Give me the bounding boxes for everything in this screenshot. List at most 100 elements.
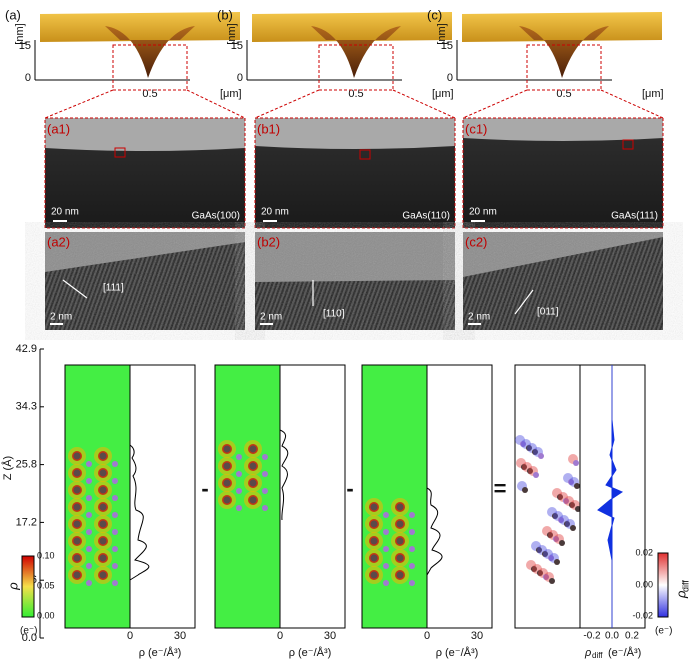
y-tick-label: 15 [441, 40, 453, 52]
atom [396, 520, 404, 528]
atom [549, 578, 555, 584]
atom [531, 566, 537, 572]
x-unit: [μm] [432, 88, 454, 100]
direction-arrow [62, 279, 88, 299]
direction-arrow [514, 289, 534, 315]
atom [409, 546, 415, 552]
panel-label: (b2) [257, 234, 280, 249]
colorbar-tick: 0.05 [37, 580, 55, 590]
density-profile [426, 487, 443, 576]
density-profile [279, 429, 289, 521]
atom [558, 517, 564, 523]
atom [564, 521, 570, 527]
atom [86, 461, 92, 467]
density-panel: 0 30 ρ (e⁻/Å³) [64, 364, 196, 659]
hrtem-noise [255, 232, 455, 330]
tem-coating [45, 118, 245, 151]
x-tick-label: 0.2 [625, 631, 639, 642]
hrtem-noise [463, 232, 663, 330]
atom [409, 580, 415, 586]
atom [86, 529, 92, 535]
x-tick-label: -0.2 [583, 631, 601, 642]
roi-marker [114, 147, 126, 158]
atom [112, 478, 118, 484]
atom [99, 537, 107, 545]
atom [112, 461, 118, 467]
atom [236, 488, 242, 494]
z-tick-label: 17.2 [16, 516, 37, 528]
atom [99, 486, 107, 494]
scale-label: 20 nm [261, 207, 289, 218]
atom [409, 563, 415, 569]
zoom-line [392, 89, 456, 119]
z-axis-label: Z (Å) [1, 456, 14, 480]
atom [223, 445, 231, 453]
tem-frame [44, 117, 246, 229]
atom [536, 547, 542, 553]
roi-marker [359, 149, 371, 160]
colorbar-label: ρ [673, 590, 688, 599]
afm-surface [40, 12, 240, 42]
atom [383, 546, 389, 552]
zoom-box [318, 44, 394, 91]
zoom-line [186, 89, 246, 119]
atom [370, 554, 378, 562]
atom [73, 452, 81, 460]
afm-pit [311, 26, 401, 78]
atom [262, 471, 268, 477]
x-tick-label: 0.0 [605, 631, 619, 642]
material-label: GaAs(110) [402, 211, 450, 222]
y-tick-label: 0 [237, 72, 243, 84]
x-tick-label: 0 [127, 630, 133, 642]
atom [236, 505, 242, 511]
afm-pit [519, 26, 609, 78]
atom [73, 537, 81, 545]
colorbar-unit: (e⁻) [20, 626, 38, 637]
scale-label: 2 nm [468, 312, 490, 323]
colorbar-tick: 0.02 [635, 547, 653, 557]
atom [370, 520, 378, 528]
profile-box [426, 364, 493, 629]
x-unit: [μm] [642, 88, 664, 100]
y-tick-label: 0 [25, 72, 31, 84]
atom [554, 559, 560, 565]
atom [553, 536, 559, 542]
hrtem-noise [45, 232, 245, 330]
atom [99, 469, 107, 477]
panel-label: (c2) [465, 234, 487, 249]
afm-pit [105, 26, 195, 78]
y-axis-label: [nm] [14, 23, 26, 44]
atom [223, 479, 231, 487]
tem-coating [255, 118, 455, 149]
x-tick-label: 0.5 [142, 88, 157, 100]
colorbar-tick: 0.00 [635, 579, 653, 589]
panel-label: (c) [427, 7, 442, 22]
x-tick-label: 0.5 [348, 88, 363, 100]
afm-surface [252, 12, 452, 42]
zoom-box [526, 44, 602, 91]
atom [543, 574, 549, 580]
atom [520, 441, 526, 447]
atom [99, 520, 107, 528]
zoom-line [44, 89, 114, 119]
panel-label: (b) [217, 7, 233, 22]
atom [409, 512, 415, 518]
zoom-line [600, 89, 664, 119]
colorbar-tick: 0.10 [37, 550, 55, 560]
colorbar-unit: (e⁻) [655, 626, 673, 637]
atom [86, 495, 92, 501]
atom [548, 555, 554, 561]
atom [409, 529, 415, 535]
atom [86, 512, 92, 518]
atom [73, 520, 81, 528]
atom [574, 483, 580, 489]
colorbar-tick: -0.02 [632, 610, 653, 620]
atom [563, 498, 569, 504]
colorbar-label: ρ [5, 582, 20, 591]
colorbar [21, 555, 35, 618]
tem-frame [254, 117, 456, 229]
diff-profile [597, 419, 624, 561]
x-tick-label: 30 [324, 630, 336, 642]
atom [112, 529, 118, 535]
atom [99, 503, 107, 511]
